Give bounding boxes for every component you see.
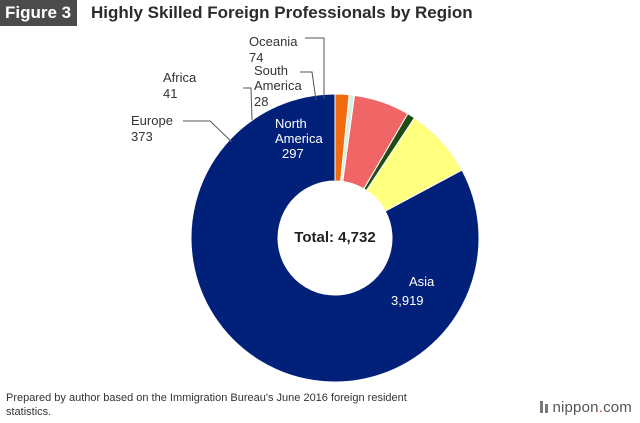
donut-slices [190,93,480,383]
label-north-america-name-line1: North [275,116,307,131]
label-asia-value: 3,919 [391,293,424,308]
logo-bar-icon [540,401,544,413]
donut-chart: Oceania 74 South America 28 Africa 41 Eu… [131,34,480,383]
label-europe-value: 373 [131,129,153,144]
logo-name: nippon [552,399,599,416]
slice-oceania [334,93,350,182]
logo-dot: . [598,399,604,416]
label-south-america-name-line2: America [254,78,302,93]
logo-bar-icon [545,404,549,413]
chart-title: Highly Skilled Foreign Professionals by … [91,3,473,22]
logo-tld: com [603,399,632,416]
leader-line-africa [243,87,253,121]
label-south-america-value: 28 [254,94,268,109]
label-africa-name: Africa [163,70,197,85]
source-note: Prepared by author based on the Immigrat… [6,392,407,418]
label-north-america-value: 297 [282,146,304,161]
label-north-america-name-line2: America [275,131,323,146]
label-asia-name: Asia [409,274,435,289]
figure-label: Figure 3 [0,0,78,26]
slice-asia [190,93,480,383]
label-africa-value: 41 [163,86,177,101]
leader-line-oceania [305,37,325,99]
label-europe-name: Europe [131,113,173,128]
total-label: Total: 4,732 [294,229,375,246]
leader-line-south-america [300,71,317,101]
chart-header: Figure 3 Highly Skilled Foreign Professi… [0,0,640,30]
label-south-america-name-line1: South [254,63,288,78]
leader-line-europe [183,120,233,143]
nippon-logo: nippon.com [540,399,632,416]
label-oceania-value: 74 [249,50,263,65]
leader-lines [183,37,325,143]
label-oceania-name: Oceania [249,34,298,49]
